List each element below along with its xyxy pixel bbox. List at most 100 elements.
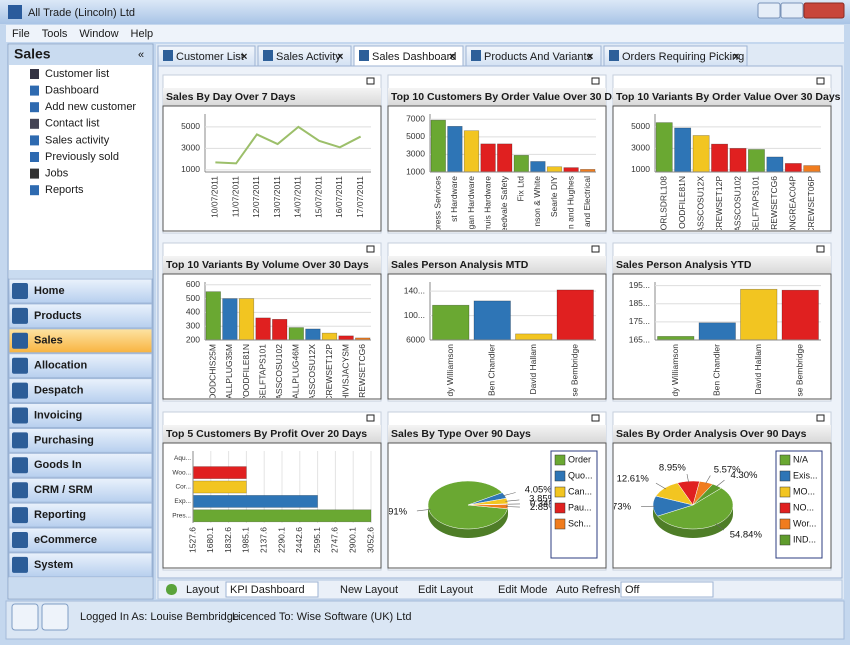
module-button[interactable]	[8, 378, 153, 404]
refresh-dropdown[interactable]	[620, 581, 714, 598]
menu-item[interactable]: Tools	[42, 28, 68, 40]
chart: 1000 3000 5000 7000 press Services st Hardwar…	[406, 114, 596, 230]
leader-line	[655, 482, 667, 490]
module-label[interactable]: Home	[34, 285, 65, 297]
tab-label[interactable]: Customer List	[176, 51, 244, 63]
panel-menu-button[interactable]	[816, 414, 825, 422]
nav-item[interactable]: Customer list	[45, 68, 109, 80]
module-button[interactable]	[8, 427, 153, 453]
menu-item[interactable]: Window	[79, 28, 118, 40]
panel-menu-button[interactable]	[816, 245, 825, 253]
module-label[interactable]: Despatch	[34, 385, 84, 397]
menu-item[interactable]: Help	[131, 28, 154, 40]
module-button[interactable]	[8, 278, 153, 304]
panel-title: Sales By Order Analysis Over 90 Days	[616, 428, 807, 440]
x-tick-label: 1832.6	[223, 527, 233, 553]
module-button[interactable]	[8, 403, 153, 428]
panel-menu-button[interactable]	[366, 245, 375, 253]
toolbar-button[interactable]: Layout	[186, 584, 219, 596]
collapse-button[interactable]: «	[138, 49, 144, 61]
dashboard-panel: Top 10 Customers By Order Value Over 30 …	[387, 74, 630, 234]
toolbar-button[interactable]: Auto Refresh	[556, 584, 620, 596]
module-label[interactable]: eCommerce	[34, 534, 97, 546]
panel-menu-button[interactable]	[591, 77, 600, 85]
nav-item[interactable]: Add new customer	[45, 101, 136, 113]
x-tick-label: st Hardware	[449, 176, 459, 222]
minimize-button[interactable]	[757, 2, 781, 19]
nav-item[interactable]: Previously sold	[45, 151, 119, 163]
bar	[338, 335, 354, 341]
toolbar-button[interactable]: Edit Mode	[498, 584, 548, 596]
module-label[interactable]: System	[34, 559, 73, 571]
refresh-value[interactable]: Off	[625, 584, 640, 596]
status-licence: Licenced To: Wise Software (UK) Ltd	[232, 611, 412, 623]
module-label[interactable]: Reporting	[34, 509, 86, 521]
close-button[interactable]	[803, 2, 845, 19]
panel-menu-button[interactable]	[591, 414, 600, 422]
tab[interactable]	[603, 45, 748, 67]
tab-close[interactable]: ×	[733, 51, 739, 63]
tab-label[interactable]: Products And Variants	[484, 51, 593, 63]
tab-close[interactable]: ×	[241, 51, 247, 63]
module-label[interactable]: Goods In	[34, 459, 82, 471]
y-tick-label: 175...	[629, 316, 650, 326]
legend-label: Quo...	[568, 470, 593, 480]
leader-line	[705, 475, 711, 484]
nav-item[interactable]: Dashboard	[45, 85, 99, 97]
bar	[432, 304, 470, 341]
module-label[interactable]: Products	[34, 310, 82, 322]
legend-label: Pau...	[568, 502, 592, 512]
legend-swatch	[779, 534, 791, 546]
layout-dropdown[interactable]	[225, 581, 319, 598]
module-button[interactable]	[8, 477, 153, 503]
refresh-icon[interactable]	[166, 584, 177, 595]
module-label[interactable]: Sales	[34, 335, 63, 347]
data-label: 88.91%	[375, 507, 408, 518]
tab[interactable]	[157, 45, 256, 67]
module-label[interactable]: CRM / SRM	[34, 484, 93, 496]
info-button[interactable]	[41, 603, 69, 631]
maximize-button[interactable]	[780, 2, 804, 19]
module-button[interactable]	[8, 502, 153, 528]
layout-value[interactable]: KPI Dashboard	[230, 584, 305, 596]
tab-close[interactable]: ×	[449, 51, 455, 63]
panel-menu-button[interactable]	[816, 77, 825, 85]
sidebar-header	[9, 45, 152, 65]
sidebar-footer	[9, 578, 152, 598]
panel-menu-button[interactable]	[366, 77, 375, 85]
tab-label[interactable]: Sales Dashboard	[372, 51, 456, 63]
module-button[interactable]	[8, 452, 153, 478]
module-label[interactable]: Invoicing	[34, 409, 82, 421]
module-button[interactable]	[8, 328, 153, 354]
toolbar-button[interactable]: New Layout	[340, 584, 398, 596]
module-label[interactable]: Purchasing	[34, 434, 94, 446]
tab-close[interactable]: ×	[337, 51, 343, 63]
toolbar-button[interactable]: Edit Layout	[418, 584, 473, 596]
search-button[interactable]	[11, 603, 39, 631]
tab-label[interactable]: Sales Activity	[276, 51, 341, 63]
menu-item[interactable]: File	[12, 28, 30, 40]
tab[interactable]	[465, 45, 602, 67]
panel-menu-button[interactable]	[591, 245, 600, 253]
bar	[272, 318, 288, 341]
nav-item[interactable]: Contact list	[45, 118, 99, 130]
nav-item[interactable]: Jobs	[45, 168, 69, 180]
module-button[interactable]	[8, 353, 153, 379]
tab-label[interactable]: Orders Requiring Picking	[622, 51, 744, 63]
module-button[interactable]	[8, 527, 153, 553]
module-button[interactable]	[8, 552, 153, 578]
x-tick-label: 13/07/2011	[272, 176, 282, 218]
tab-close[interactable]: ×	[587, 51, 593, 63]
module-label[interactable]: Allocation	[34, 360, 87, 372]
panel-menu-button[interactable]	[366, 414, 375, 422]
x-tick-label: 1985.1	[241, 527, 251, 553]
nav-item[interactable]: Reports	[45, 184, 84, 196]
tab-icon	[263, 50, 273, 61]
nav-item[interactable]: Sales activity	[45, 134, 110, 146]
tab[interactable]	[257, 45, 352, 67]
y-tick-label: Woo...	[172, 469, 191, 476]
module-button[interactable]	[8, 303, 153, 329]
tab[interactable]	[353, 45, 464, 67]
module-icon	[12, 283, 28, 299]
x-tick-label: ASSCOSU12X	[695, 176, 705, 233]
